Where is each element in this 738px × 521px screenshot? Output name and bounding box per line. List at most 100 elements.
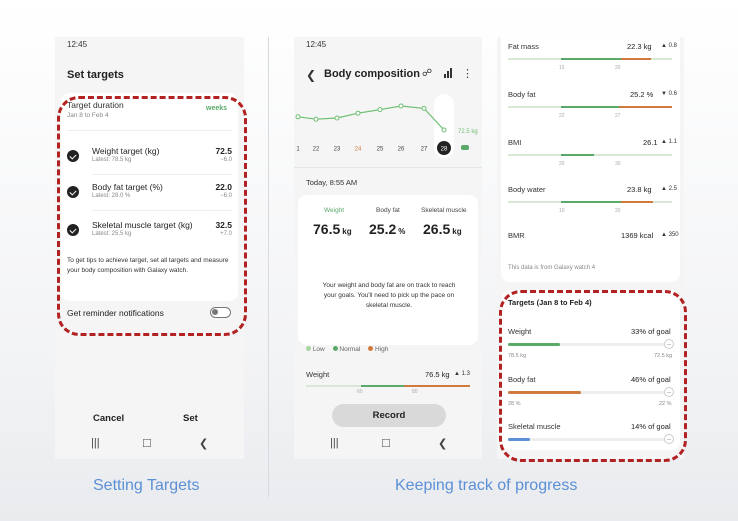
- recent-apps-icon[interactable]: |||: [330, 437, 339, 449]
- cancel-button[interactable]: Cancel: [93, 413, 125, 424]
- measure-time: Today, 8:55 AM: [306, 178, 358, 187]
- target-value[interactable]: 72.5: [215, 146, 232, 156]
- source-note: This data is from Galaxy watch 4: [508, 265, 596, 271]
- goal-end: 72.5 kg: [654, 353, 673, 359]
- goal-start: 78.5 kg: [508, 353, 527, 359]
- nav-bar: ||| □ ❮: [294, 431, 482, 459]
- goal-track: [508, 343, 666, 346]
- range-tick: 80: [412, 389, 418, 395]
- trend-point: [313, 116, 319, 122]
- measurement-value: 25.2 %: [630, 90, 654, 99]
- nav-bar: ||| □ ❮: [55, 431, 244, 459]
- highlight-box: [57, 96, 247, 336]
- metric-value: 26.5: [423, 221, 451, 237]
- legend-normal: Normal: [339, 346, 361, 353]
- metrics-card: Weight Body fat Skeletal muscle 76.5 kg 2…: [298, 195, 478, 345]
- checkbox-icon[interactable]: [67, 224, 79, 236]
- target-latest: Latest: 25.5 kg: [92, 231, 132, 237]
- measurement-value: 26.1: [643, 138, 658, 147]
- legend-high: High: [374, 346, 389, 353]
- measurement-value: 23.8 kg: [627, 185, 652, 194]
- measurement-label: Body water: [508, 185, 546, 194]
- record-button[interactable]: Record: [332, 404, 446, 427]
- checkbox-icon[interactable]: [67, 150, 79, 162]
- metric-label: Skeletal muscle: [421, 207, 467, 214]
- checkbox-icon[interactable]: [67, 186, 79, 198]
- home-icon[interactable]: □: [382, 435, 390, 450]
- weight-range-normal: [361, 385, 404, 387]
- day-tick: 1: [296, 147, 300, 153]
- more-options-icon[interactable]: ⋮: [462, 68, 473, 80]
- status-time: 12:45: [67, 40, 88, 49]
- caption-setting-targets: Setting Targets: [93, 477, 200, 494]
- metric-weight: 76.5 kg: [313, 221, 352, 239]
- range-tick: 15: [559, 65, 565, 71]
- back-icon[interactable]: ❮: [438, 438, 448, 450]
- goal-label: Weight: [508, 327, 532, 336]
- section-divider: [268, 37, 269, 497]
- trend-point: [398, 103, 404, 109]
- measurement-label: Body fat: [508, 90, 536, 99]
- set-targets-screen: 12:45 Set targets Target duration Jan 8 …: [55, 37, 244, 459]
- goal-end-icon: [664, 339, 674, 349]
- toggle-knob: [212, 309, 218, 315]
- reminder-toggle[interactable]: [210, 307, 231, 318]
- measurement-label: Fat mass: [508, 42, 539, 51]
- goal-percent: 33% of goal: [631, 327, 671, 336]
- goal-percent: 14% of goal: [631, 422, 671, 431]
- watch-icon: [461, 145, 469, 150]
- trend-point: [334, 115, 340, 121]
- page-title: Body composition: [324, 68, 420, 80]
- legend-low: Low: [312, 346, 325, 353]
- measurement-change: ▲ 350: [661, 232, 679, 238]
- metric-unit: kg: [342, 227, 352, 236]
- goal-percent: 46% of goal: [631, 375, 671, 384]
- reminder-label: Get reminder notifications: [67, 308, 164, 318]
- measurement-value: 22.3 kg: [627, 42, 652, 51]
- back-arrow-icon[interactable]: ❮: [306, 68, 317, 82]
- home-icon[interactable]: □: [143, 435, 151, 450]
- back-icon[interactable]: ❮: [199, 438, 209, 450]
- measurement-change: ▲ 0.8: [661, 43, 677, 49]
- metric-label: Weight: [324, 207, 345, 214]
- weight-trend-chart[interactable]: 72.5 kg 1 22 23 24 25 26 27 28: [294, 92, 482, 162]
- share-icon[interactable]: ☍: [422, 68, 433, 79]
- metric-body-fat: 25.2%: [369, 221, 405, 239]
- goal-track: [508, 391, 666, 394]
- metric-unit: kg: [452, 227, 462, 236]
- day-tick: 23: [334, 147, 341, 153]
- range-tick: 60: [357, 389, 363, 395]
- target-delta: +7.0: [220, 231, 232, 237]
- duration-range[interactable]: Jan 8 to Feb 4: [67, 112, 109, 119]
- goal-start: 28 %: [508, 401, 521, 407]
- measurement-value: 1369 kcal: [621, 231, 654, 240]
- recent-apps-icon[interactable]: |||: [91, 437, 100, 449]
- day-tick: 27: [421, 147, 428, 153]
- tip-text: To get tips to achieve target, set all t…: [67, 257, 229, 274]
- range-tick: 20: [559, 161, 565, 167]
- metric-value: 76.5: [313, 221, 341, 237]
- set-button[interactable]: Set: [183, 413, 198, 424]
- trend-point: [421, 105, 427, 111]
- range-tick: 30: [615, 161, 621, 167]
- target-delta: −6.0: [220, 193, 232, 199]
- highlight-box: [499, 290, 687, 462]
- target-value[interactable]: 22.0: [215, 182, 232, 192]
- range-tick: 20: [615, 65, 621, 71]
- progress-screen: Fat mass 22.3 kg ▲ 0.8 15 20 Body fat 25…: [497, 37, 684, 459]
- metric-unit: %: [398, 227, 406, 236]
- trend-point: [355, 110, 361, 116]
- day-tick: 28: [441, 147, 448, 153]
- target-value[interactable]: 32.5: [215, 220, 232, 230]
- weight-range-high: [404, 385, 470, 387]
- weight-row-value: 76.5 kg: [425, 370, 450, 379]
- goal-end-icon: [664, 387, 674, 397]
- duration-suffix: weeks: [206, 105, 228, 112]
- legend-high-dot: [368, 346, 374, 351]
- goal-fill: [508, 391, 581, 394]
- range-tick: 10: [559, 208, 565, 214]
- legend-normal-dot: [332, 346, 338, 351]
- page-title: Set targets: [67, 69, 124, 81]
- status-message: Your weight and body fat are on track to…: [322, 282, 456, 309]
- chart-icon[interactable]: [443, 68, 453, 79]
